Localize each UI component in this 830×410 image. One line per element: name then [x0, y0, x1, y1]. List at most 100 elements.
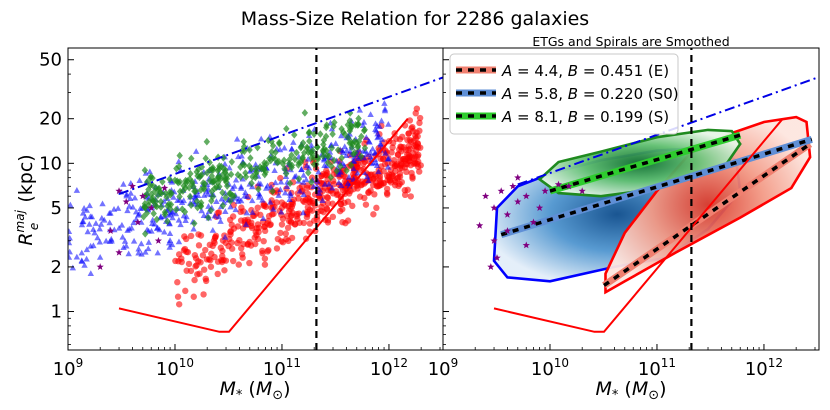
scatter-point-s0 — [373, 162, 381, 168]
scatter-point-s0 — [367, 149, 374, 156]
scatter-point-e — [240, 240, 247, 248]
scatter-point-s0 — [167, 210, 174, 217]
scatter-point-e — [202, 246, 209, 254]
scatter-point-e — [199, 252, 207, 259]
scatter-point-s0 — [296, 187, 304, 194]
scatter-point-s0 — [288, 145, 296, 152]
scatter-point-s0 — [138, 250, 145, 257]
scatter-point-s — [220, 164, 227, 173]
scatter-point-s — [153, 215, 161, 224]
scatter-point-s0 — [229, 185, 236, 192]
scatter-point-s — [343, 166, 350, 175]
scatter-point-s — [176, 187, 184, 196]
scatter-point-other — [147, 204, 155, 211]
scatter-point-e — [260, 237, 267, 245]
scatter-point-s — [192, 187, 199, 196]
scatter-point-s0 — [90, 226, 97, 232]
scatter-point-s0 — [303, 162, 311, 169]
scatter-point-s0 — [149, 216, 156, 223]
scatter-point-e — [371, 191, 378, 198]
star-point — [578, 187, 586, 195]
scatter-point-s0 — [166, 230, 174, 237]
scatter-point-s0 — [175, 216, 183, 223]
scatter-point-s — [186, 175, 194, 183]
scatter-point-s — [355, 137, 363, 146]
star-point — [497, 187, 505, 195]
scatter-point-s0 — [255, 190, 262, 197]
scatter-point-e — [288, 212, 295, 219]
scatter-point-s — [358, 152, 365, 161]
scatter-point-s — [161, 208, 169, 216]
scatter-point-e — [207, 263, 215, 270]
scatter-point-s0 — [96, 254, 104, 260]
scatter-point-s0 — [78, 249, 85, 256]
scatter-point-s0 — [138, 218, 145, 225]
scatter-point-s0 — [360, 118, 368, 125]
scatter-point-e — [229, 257, 237, 265]
star-point — [541, 187, 549, 195]
scatter-point-e — [261, 255, 269, 262]
scatter-point-s — [181, 208, 189, 216]
scatter-point-s0 — [205, 203, 212, 209]
scatter-point-s0 — [363, 151, 370, 157]
scatter-point-s0 — [259, 196, 266, 203]
y-tick-label: 50 — [39, 50, 62, 71]
scatter-point-s0 — [384, 163, 392, 170]
scatter-point-e — [344, 217, 352, 224]
scatter-point-s0 — [114, 205, 122, 211]
scatter-point-s0 — [355, 155, 362, 162]
scatter-point-e — [273, 245, 281, 252]
scatter-point-s0 — [372, 126, 379, 132]
scatter-point-e — [405, 130, 412, 137]
scatter-point-e — [362, 201, 370, 208]
scatter-point-e — [402, 156, 409, 163]
scatter-point-s0 — [354, 169, 361, 176]
scatter-point-s — [209, 193, 216, 201]
scatter-point-s0 — [260, 215, 267, 221]
scatter-point-s0 — [92, 220, 100, 226]
scatter-point-e — [264, 220, 271, 227]
scatter-point-s — [140, 212, 147, 221]
scatter-point-s — [305, 148, 312, 157]
scatter-point-e — [392, 168, 399, 175]
scatter-point-e — [191, 276, 198, 284]
y-tick-label: 10 — [39, 153, 62, 174]
x-tick-label: 1010 — [156, 356, 194, 380]
star-point — [522, 192, 530, 200]
scatter-point-s0 — [341, 143, 348, 150]
scatter-point-s — [188, 178, 196, 186]
scatter-point-e — [401, 164, 409, 171]
scatter-point-e — [236, 236, 243, 244]
scatter-point-e — [385, 171, 393, 178]
scatter-point-s — [190, 182, 197, 191]
left-x-axis-label: M* (M⊙) — [219, 378, 290, 403]
scatter-point-s — [255, 185, 262, 193]
scatter-point-s0 — [267, 198, 274, 205]
scatter-point-s0 — [287, 189, 294, 196]
scatter-point-s — [282, 169, 290, 178]
scatter-point-s — [208, 187, 216, 196]
x-tick-label: 109 — [428, 356, 459, 380]
scatter-point-s — [150, 209, 157, 218]
scatter-point-s — [361, 144, 369, 152]
scatter-point-s — [306, 137, 313, 145]
scatter-point-e — [324, 194, 332, 202]
scatter-point-s — [227, 197, 234, 205]
scatter-point-s — [337, 162, 344, 171]
scatter-point-s0 — [145, 239, 152, 245]
scatter-point-s — [234, 170, 242, 179]
scatter-point-s — [219, 188, 226, 197]
scatter-point-s0 — [175, 238, 183, 245]
scatter-point-s — [220, 153, 227, 162]
scatter-point-s0 — [130, 219, 137, 226]
left-reference-lines — [118, 48, 443, 350]
scatter-point-s — [286, 155, 293, 164]
scatter-point-s — [219, 201, 227, 210]
scatter-point-e — [230, 225, 238, 232]
scatter-point-s0 — [363, 173, 371, 180]
scatter-point-s — [328, 144, 336, 152]
scatter-point-s — [242, 169, 249, 177]
scatter-point-e — [235, 261, 242, 268]
scatter-point-s — [141, 166, 149, 175]
